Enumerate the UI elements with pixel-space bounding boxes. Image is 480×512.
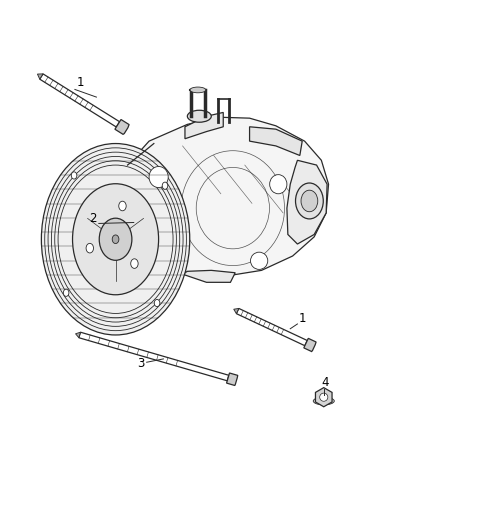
Ellipse shape: [131, 259, 138, 268]
Polygon shape: [304, 338, 316, 352]
Text: 2: 2: [89, 211, 97, 225]
Polygon shape: [79, 332, 229, 381]
Polygon shape: [40, 74, 120, 127]
Ellipse shape: [313, 397, 334, 405]
Text: 1: 1: [76, 76, 84, 89]
Polygon shape: [37, 74, 43, 79]
Ellipse shape: [41, 143, 190, 335]
Polygon shape: [287, 160, 327, 244]
Ellipse shape: [149, 166, 168, 187]
Ellipse shape: [112, 235, 119, 244]
Ellipse shape: [63, 289, 69, 296]
Polygon shape: [315, 388, 332, 407]
Ellipse shape: [162, 182, 168, 189]
Ellipse shape: [270, 175, 287, 194]
Ellipse shape: [72, 172, 77, 179]
Ellipse shape: [187, 110, 211, 122]
Polygon shape: [250, 127, 302, 156]
Polygon shape: [185, 113, 223, 139]
Ellipse shape: [190, 87, 206, 93]
Ellipse shape: [154, 300, 160, 307]
Ellipse shape: [72, 184, 158, 295]
Ellipse shape: [320, 393, 328, 401]
Ellipse shape: [301, 190, 318, 212]
Polygon shape: [236, 308, 307, 346]
Polygon shape: [116, 117, 328, 276]
Text: 4: 4: [322, 376, 329, 389]
Polygon shape: [234, 308, 239, 314]
Text: 3: 3: [137, 357, 144, 370]
Ellipse shape: [296, 183, 323, 219]
Polygon shape: [115, 119, 129, 134]
Ellipse shape: [86, 243, 94, 253]
Ellipse shape: [99, 218, 132, 260]
Polygon shape: [75, 332, 81, 338]
Ellipse shape: [119, 201, 126, 211]
Polygon shape: [182, 270, 235, 282]
Text: 1: 1: [299, 312, 306, 325]
Polygon shape: [227, 373, 238, 386]
Ellipse shape: [251, 252, 268, 269]
